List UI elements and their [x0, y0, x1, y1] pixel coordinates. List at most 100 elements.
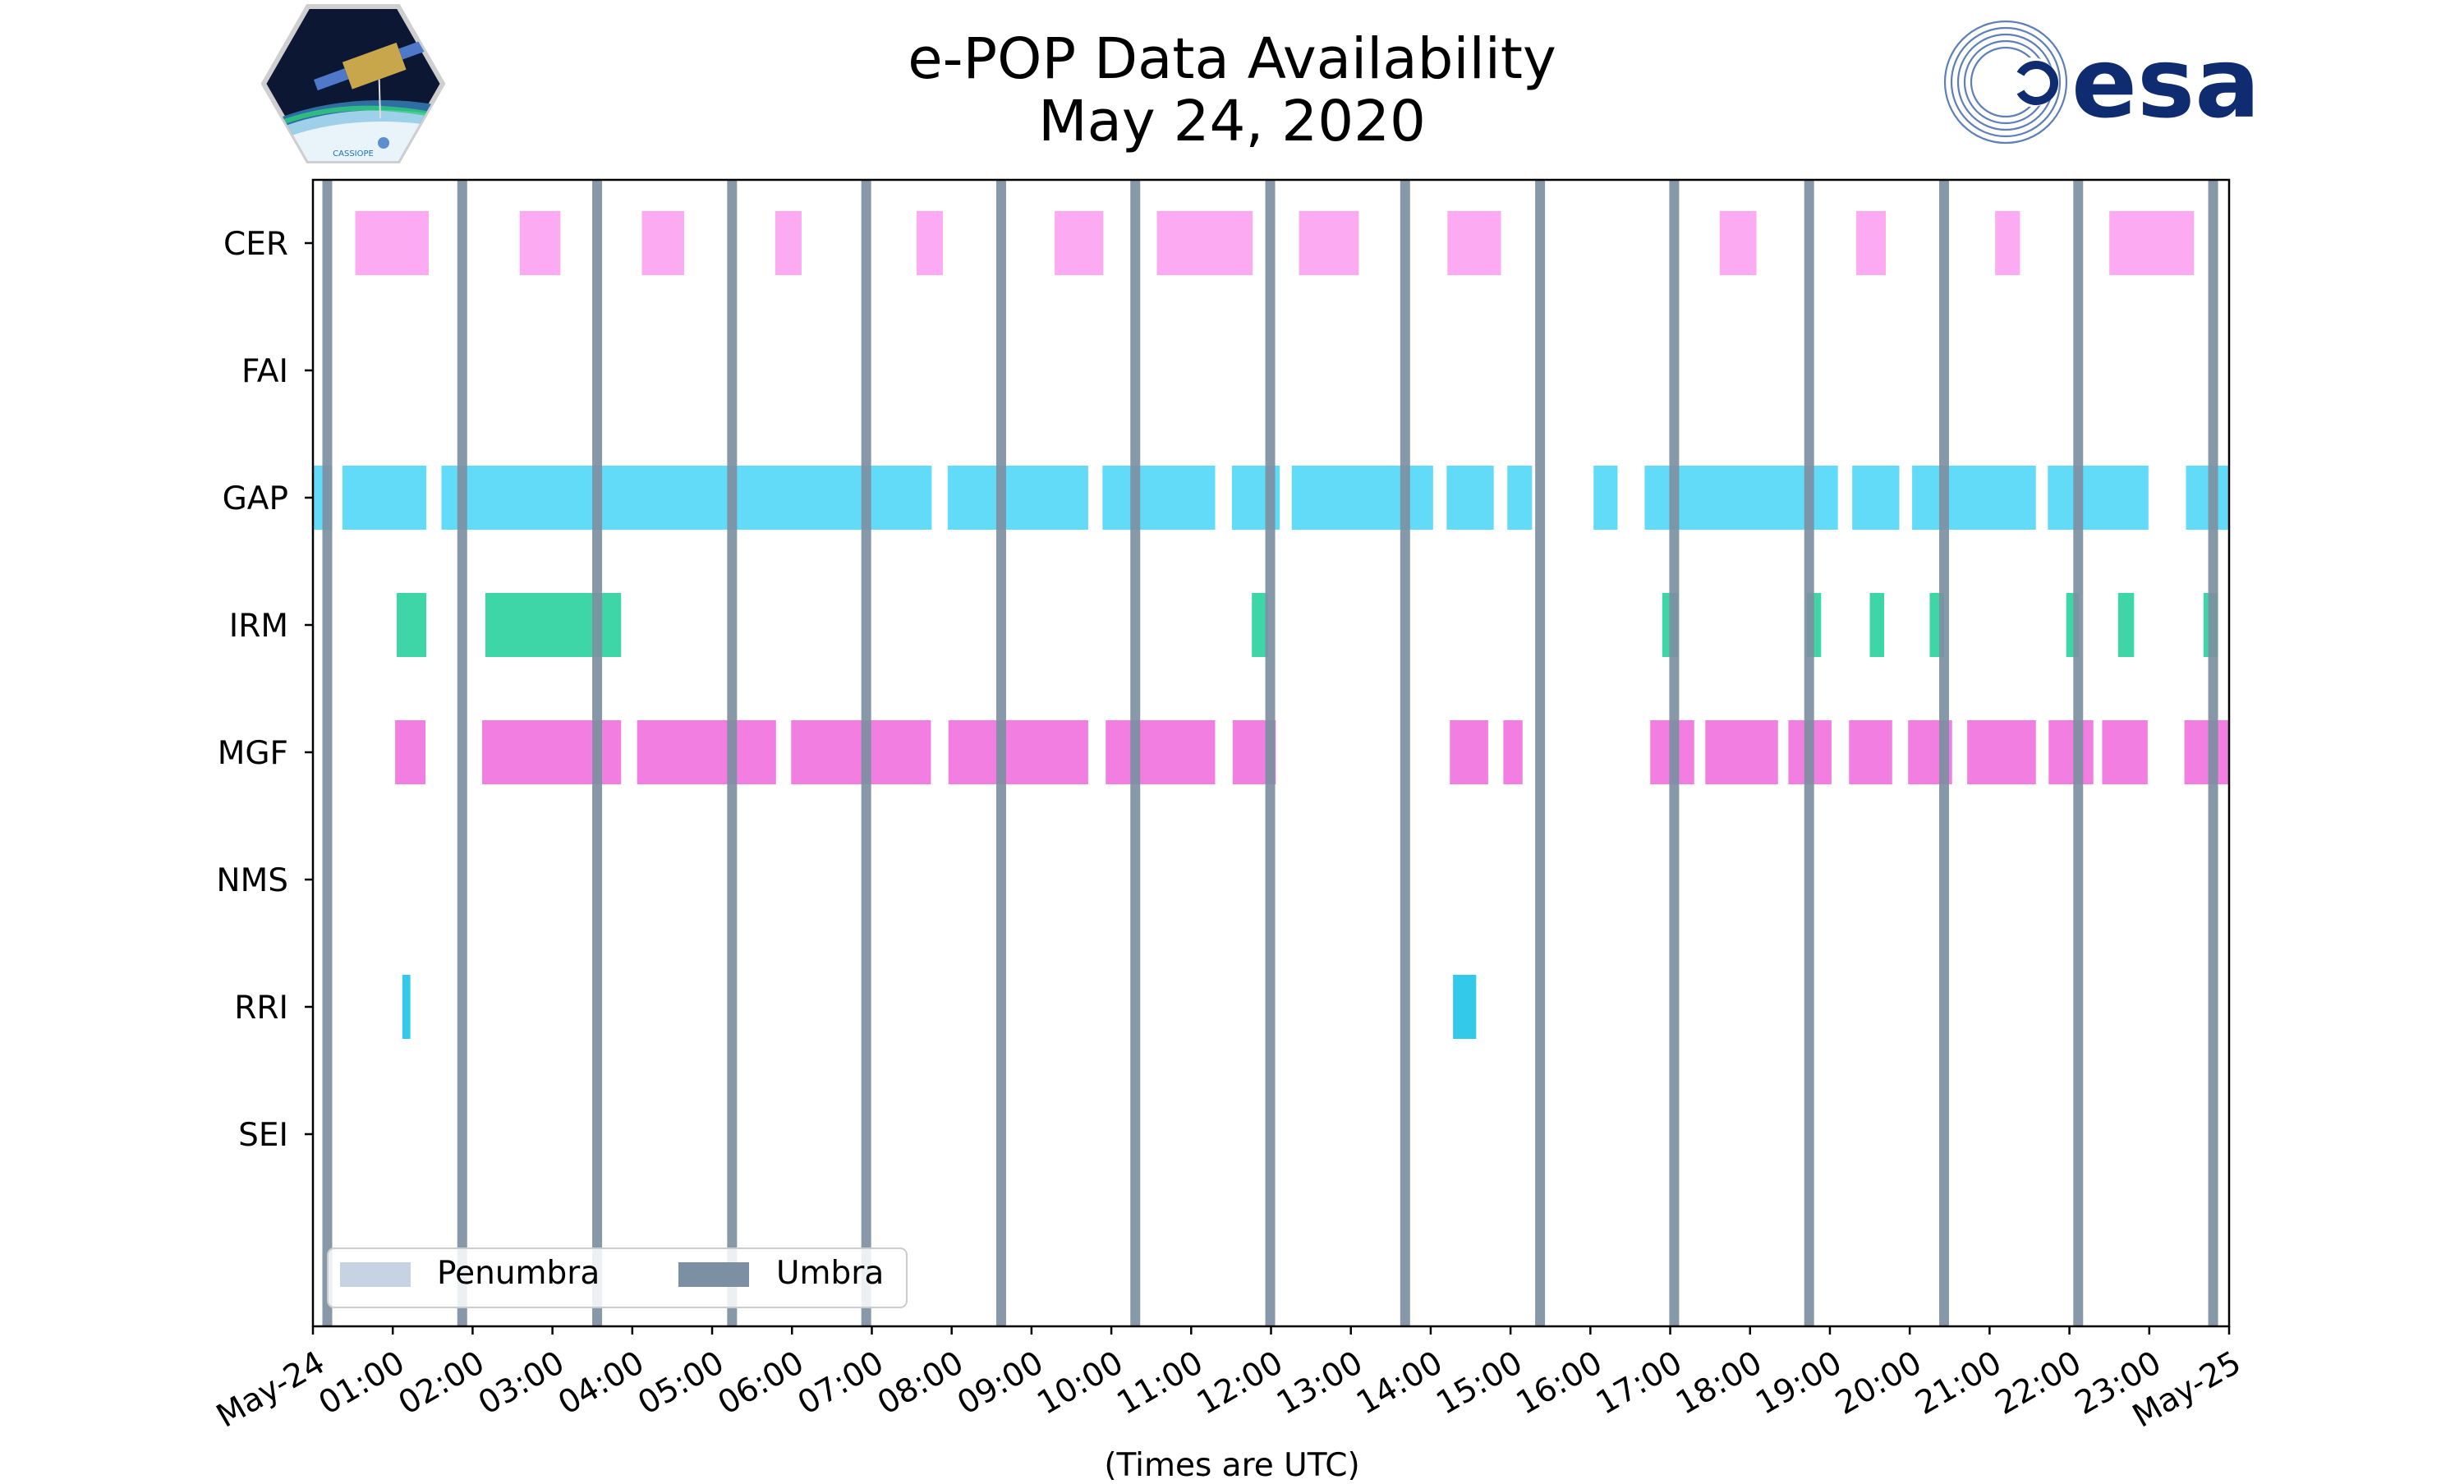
umbra-band — [1669, 180, 1680, 1326]
x-tick-label: 22:00 — [1989, 1344, 2088, 1422]
y-tick-label: IRM — [229, 608, 288, 645]
umbra-band — [1535, 180, 1546, 1326]
umbra-band — [1938, 180, 1949, 1326]
bar-gap — [441, 466, 932, 530]
y-tick-label: CER — [223, 226, 288, 263]
x-tick-label: 10:00 — [1031, 1344, 1129, 1422]
x-tick-label: 12:00 — [1191, 1344, 1289, 1422]
legend-label-penumbra: Penumbra — [437, 1255, 600, 1292]
x-tick-label: 03:00 — [472, 1344, 571, 1422]
x-tick-label: 11:00 — [1111, 1344, 1210, 1422]
bar-mgf — [1503, 720, 1523, 784]
bar-mgf — [2102, 720, 2148, 784]
svg-text:esa: esa — [2071, 26, 2260, 140]
y-tick-label: MGF — [218, 735, 288, 772]
bar-gap — [1446, 466, 1494, 530]
bar-cer — [1055, 211, 1104, 275]
umbra-band — [457, 180, 467, 1326]
bar-irm — [397, 593, 427, 657]
bar-cer — [2109, 211, 2195, 275]
bar-mgf — [1450, 720, 1488, 784]
bar-gap — [1593, 466, 1618, 530]
x-tick-label: 17:00 — [1590, 1344, 1689, 1422]
bar-mgf — [637, 720, 776, 784]
x-tick-label: 15:00 — [1431, 1344, 1529, 1422]
bar-cer — [775, 211, 802, 275]
bar-gap — [2186, 466, 2229, 530]
bar-cer — [1156, 211, 1253, 275]
bar-gap — [1291, 466, 1433, 530]
chart-title: e-POP Data Availability — [908, 26, 1556, 92]
bar-cer — [1719, 211, 1757, 275]
x-tick-label: 18:00 — [1670, 1344, 1768, 1422]
bar-gap — [947, 466, 1088, 530]
bar-mgf — [395, 720, 426, 784]
x-tick-label: 13:00 — [1271, 1344, 1369, 1422]
bar-cer — [355, 211, 429, 275]
bar-gap — [1852, 466, 1900, 530]
bar-cer — [916, 211, 943, 275]
x-tick-label: 14:00 — [1350, 1344, 1449, 1422]
umbra-band — [322, 180, 333, 1326]
bar-cer — [1995, 211, 2020, 275]
bar-irm — [2117, 593, 2135, 657]
bar-rri — [402, 975, 411, 1039]
bar-gap — [342, 466, 427, 530]
bar-rri — [1453, 975, 1477, 1039]
y-tick-label: NMS — [216, 862, 288, 899]
bar-irm — [1869, 593, 1885, 657]
esa-logo: esa — [1943, 20, 2260, 145]
chart-subtitle: May 24, 2020 — [1038, 89, 1426, 154]
svg-text:CASSIOPE: CASSIOPE — [333, 149, 374, 159]
x-tick-label: 16:00 — [1510, 1344, 1609, 1422]
x-tick-label: 07:00 — [792, 1344, 890, 1422]
x-tick-label: 09:00 — [951, 1344, 1050, 1422]
legend-label-umbra: Umbra — [776, 1255, 884, 1292]
umbra-band — [1265, 180, 1276, 1326]
bar-gap — [2048, 466, 2149, 530]
umbra-band — [1130, 180, 1141, 1326]
x-tick-label: 02:00 — [393, 1344, 491, 1422]
umbra-band — [861, 180, 871, 1326]
bar-cer — [1299, 211, 1359, 275]
bar-gap — [1507, 466, 1533, 530]
bar-mgf — [1967, 720, 2036, 784]
bar-gap — [1912, 466, 2036, 530]
bar-gap — [1102, 466, 1216, 530]
bar-cer — [641, 211, 685, 275]
bar-mgf — [2184, 720, 2229, 784]
bar-mgf — [791, 720, 931, 784]
bar-mgf — [2048, 720, 2094, 784]
x-tick-label: 21:00 — [1910, 1344, 2008, 1422]
bar-mgf — [948, 720, 1088, 784]
y-tick-label: FAI — [241, 353, 288, 390]
x-tick-label: 06:00 — [712, 1344, 811, 1422]
bar-mgf — [1106, 720, 1216, 784]
y-tick-label: SEI — [238, 1117, 288, 1154]
bar-cer — [519, 211, 561, 275]
x-tick-label: 05:00 — [632, 1344, 730, 1422]
umbra-band — [592, 180, 603, 1326]
umbra-band — [1804, 180, 1814, 1326]
bar-cer — [1856, 211, 1887, 275]
umbra-band — [1400, 180, 1410, 1326]
y-tick-label: GAP — [223, 480, 288, 517]
x-tick-label: 08:00 — [871, 1344, 970, 1422]
legend-swatch-penumbra — [340, 1262, 411, 1287]
bar-irm — [1252, 593, 1268, 657]
umbra-band — [995, 180, 1006, 1326]
bar-cer — [1447, 211, 1501, 275]
umbra-band — [2208, 180, 2218, 1326]
legend-swatch-umbra — [678, 1262, 749, 1287]
x-tick-label: 01:00 — [313, 1344, 411, 1422]
x-axis-label: (Times are UTC) — [1104, 1447, 1360, 1484]
y-tick-label: RRI — [234, 990, 288, 1027]
bar-mgf — [1849, 720, 1892, 784]
x-tick-label: 04:00 — [552, 1344, 650, 1422]
x-tick-label: 20:00 — [1830, 1344, 1928, 1422]
bar-mgf — [1705, 720, 1778, 784]
x-tick-label: 19:00 — [1749, 1344, 1848, 1422]
legend: Penumbra Umbra — [327, 1247, 908, 1308]
cassiope-logo: CASSIOPE — [260, 4, 446, 163]
